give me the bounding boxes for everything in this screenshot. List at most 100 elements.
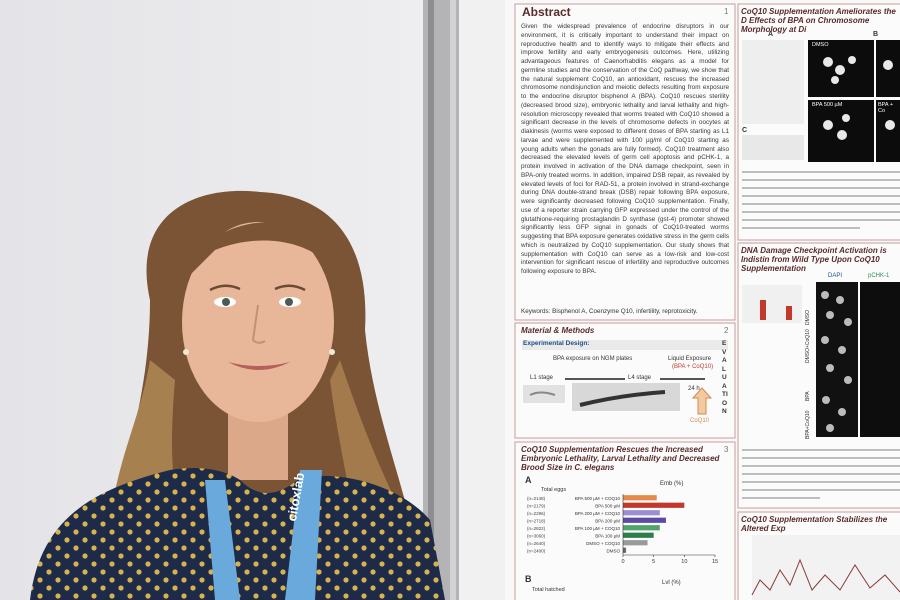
label: L1 stage — [530, 375, 554, 381]
pole-edge — [450, 0, 456, 600]
image-label: pCHK-1 — [868, 273, 890, 279]
worm — [529, 391, 556, 396]
section-title: DNA Damage Checkpoint Activation is Indi… — [741, 246, 887, 274]
image-label: BPA + Co — [878, 102, 894, 115]
blouse — [30, 468, 445, 600]
earring — [183, 349, 189, 355]
panel-label: C — [742, 127, 748, 134]
image-label: BPA 500 µM — [812, 102, 843, 108]
lanyard-strap — [205, 480, 240, 600]
section-title: CoQ10 Supplementation Rescues the Increa… — [521, 445, 720, 473]
worm — [579, 390, 666, 407]
row-label: DMSO — [805, 310, 811, 325]
caption-lines — [742, 449, 900, 499]
label: (BPA + CoQ10) — [672, 364, 714, 370]
section-title: CoQ10 Supplementation Ameliorates the D … — [741, 7, 896, 35]
label: Total eggs — [541, 487, 567, 493]
up-arrow — [691, 387, 713, 415]
bar — [623, 525, 660, 531]
bar-chart — [752, 535, 900, 600]
label: Liquid Exposure — [668, 356, 712, 362]
nuclei — [821, 291, 852, 432]
vertical-label: EVALUATION — [722, 340, 728, 415]
panel-label: A — [768, 31, 774, 38]
category-label: BPA 100 µM — [595, 533, 620, 538]
chromosomes — [823, 56, 895, 140]
label: L4 stage — [628, 375, 652, 381]
eyebrow — [209, 284, 241, 292]
micrograph — [860, 282, 900, 437]
bar — [760, 300, 766, 320]
category-label: BPA 200 µM + COQ10 — [575, 511, 621, 516]
section-title: Material & Methods — [521, 326, 595, 335]
subtitle: Experimental Design: — [523, 340, 590, 347]
image-label: DAPI — [828, 273, 843, 279]
pole-edge — [428, 0, 434, 600]
section-number: 1 — [724, 7, 729, 16]
brood-chart: (n=2148) BPA 500 µM + COQ10 (n=2179) BPA 50… — [527, 494, 718, 565]
bar — [786, 306, 792, 320]
bar — [623, 510, 660, 516]
section-number: 2 — [724, 326, 729, 335]
label: 24 h — [688, 386, 700, 392]
count-label: (n=2179) — [527, 503, 546, 508]
count-label: (n=2640) — [527, 541, 546, 546]
category-label: BPA 100 µM + COQ10 — [575, 526, 621, 531]
x-tick-label: 10 — [681, 559, 687, 565]
image-label: DMSO — [812, 42, 829, 48]
abstract-box — [514, 3, 736, 321]
count-label: (n=2148) — [527, 496, 546, 501]
panel-label: A — [525, 475, 532, 485]
fringe — [185, 222, 334, 280]
count-label: (n=2400) — [527, 548, 546, 553]
gonad-diagram — [742, 135, 804, 160]
label: CoQ10 — [690, 418, 710, 424]
caption-lines — [742, 171, 900, 229]
axis-title: Emb (%) — [660, 481, 684, 487]
label: Total hatched — [532, 587, 565, 593]
x-tick-label: 15 — [712, 559, 718, 565]
category-label: DMSO + COQ10 — [586, 541, 620, 546]
iris — [222, 298, 230, 306]
count-label: (n=2296) — [527, 511, 546, 516]
count-label: (n=2822) — [527, 526, 546, 531]
section-number: 3 — [724, 445, 729, 454]
face — [182, 222, 334, 422]
nose — [251, 304, 266, 344]
earring — [329, 349, 335, 355]
section-title: Abstract — [522, 5, 571, 19]
keywords: Keywords: Bisphenol A, Coenzyme Q10, inf… — [521, 308, 698, 315]
iris — [285, 298, 293, 306]
category-label: BPA 500 µM + COQ10 — [575, 496, 621, 501]
design-band — [522, 340, 728, 350]
category-label: BPA 200 µM — [595, 518, 620, 523]
eyebrow — [274, 284, 306, 292]
count-label: (n=2718) — [527, 518, 546, 523]
abstract-body: Given the widespread prevalence of endoc… — [521, 23, 729, 275]
section-title: CoQ10 Supplementation Stabilizes the Alt… — [741, 515, 888, 534]
worm-image — [523, 385, 565, 403]
row-label: DMSO+CoQ10 — [805, 329, 811, 363]
table — [742, 40, 804, 124]
lanyard-strap — [285, 470, 322, 600]
micrograph — [816, 282, 858, 437]
bar — [623, 502, 685, 508]
mouth — [228, 362, 290, 370]
micrograph — [876, 100, 900, 162]
x-tick-label: 5 — [652, 559, 655, 565]
bar — [623, 517, 666, 523]
expression-trace — [751, 558, 900, 596]
bar — [623, 495, 657, 501]
panel-label: B — [873, 31, 879, 38]
panel-label: B — [525, 574, 532, 584]
bar — [623, 532, 654, 538]
axis-title: Lvl (%) — [662, 580, 681, 586]
x-tick-label: 0 — [621, 559, 624, 565]
category-label: BPA 500 µM — [595, 503, 620, 508]
bar — [623, 547, 627, 553]
row-label: BPA — [805, 391, 811, 401]
bar-chart — [742, 285, 802, 323]
